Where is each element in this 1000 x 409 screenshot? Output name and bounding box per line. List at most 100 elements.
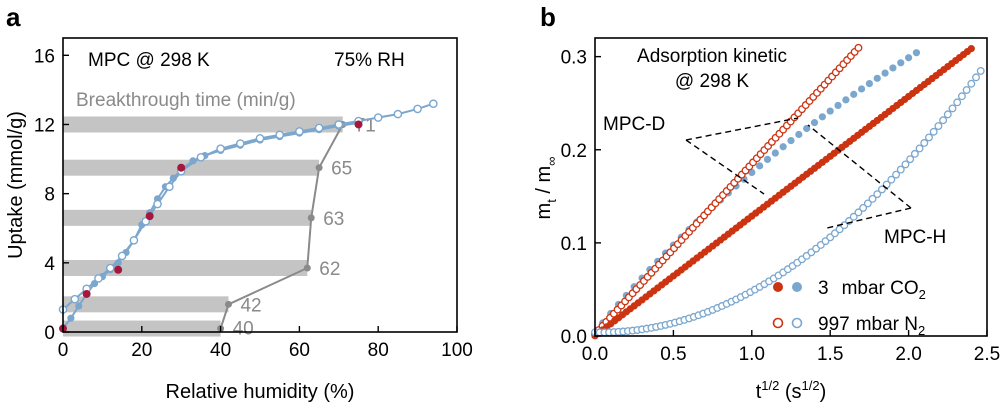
panel-b-title-line2: @ 298 K — [675, 71, 750, 92]
series-mpc-h-n2 — [591, 66, 985, 337]
breakthrough-bar — [63, 209, 312, 226]
kinetic-point — [834, 101, 842, 110]
breakthrough-bar — [63, 260, 308, 277]
desorption-point — [295, 127, 304, 136]
kinetic-point — [849, 212, 858, 221]
y-tick-label-b: 0.2 — [561, 141, 587, 162]
panel-a-condition: 75% RH — [334, 50, 405, 71]
kinetic-point — [779, 143, 787, 151]
kinetic-point — [962, 86, 971, 94]
x-tick-label-a: 20 — [131, 340, 152, 361]
kinetic-point — [756, 162, 764, 170]
desorption-point — [153, 199, 162, 209]
kinetic-point — [873, 190, 882, 199]
x-tick-label-a: 40 — [210, 340, 231, 361]
kinetic-point — [953, 98, 962, 107]
kinetic-point — [910, 149, 919, 158]
desorption-point — [117, 251, 127, 261]
desorption-point — [373, 113, 383, 122]
kinetic-point — [972, 73, 980, 82]
legend-marker-blue-filled — [792, 282, 802, 292]
x-axis-label-a: Relative humidity (%) — [166, 381, 355, 403]
pointer-h-upper — [807, 124, 912, 209]
breakthrough-bar — [63, 116, 343, 133]
breakthrough-bars — [63, 116, 343, 337]
highlight-point — [145, 212, 154, 221]
kinetic-point — [939, 116, 948, 125]
xlabel-b-base: t — [756, 381, 762, 403]
highlight-point — [82, 289, 91, 298]
x-tick-label-b: 1.0 — [739, 344, 765, 365]
kinetic-point — [912, 49, 921, 57]
y-tick-label-a: 12 — [34, 115, 55, 136]
annotation-mpc-d: MPC-D — [603, 114, 665, 135]
xlabel-b-mid: (s — [779, 381, 801, 403]
x-tick-label-a: 80 — [368, 340, 389, 361]
kinetic-point — [901, 160, 910, 169]
desorption-point — [413, 104, 422, 114]
kinetic-point — [873, 74, 881, 82]
y-tick-label-b: 0.3 — [561, 48, 587, 69]
breakthrough-value-label: 40 — [233, 319, 254, 340]
breakthrough-bar — [63, 159, 320, 176]
isotherm-series — [58, 99, 438, 333]
breakthrough-value-label: 62 — [319, 259, 340, 280]
kinetic-point — [897, 59, 905, 67]
legend-marker-red-open — [772, 317, 784, 329]
desorption-point — [129, 236, 139, 245]
annotation-mpc-h: MPC-H — [884, 227, 946, 248]
adsorption-point — [75, 302, 83, 310]
x-tick-label-b: 2.5 — [974, 344, 1000, 365]
y-axis-label-b: mt / m∞ — [533, 157, 559, 220]
kinetic-point — [863, 199, 872, 208]
kinetic-point — [826, 107, 834, 115]
desorption-line — [62, 102, 434, 311]
xlabel-b-sup2: 1/2 — [802, 378, 820, 393]
desorption-point — [235, 139, 245, 148]
kinetic-point — [948, 104, 957, 113]
highlight-point — [354, 120, 363, 129]
highlight-point — [114, 265, 123, 274]
x-tick-label-b: 1.5 — [817, 344, 843, 365]
kinetic-point — [925, 133, 933, 142]
annotation-pointers — [685, 117, 912, 229]
kinetic-series — [591, 43, 985, 340]
kinetic-point — [881, 69, 889, 77]
ylabel-b-t: t — [544, 199, 559, 203]
kinetic-point — [957, 92, 966, 101]
y-tick-label-a: 4 — [44, 254, 55, 275]
legend-marker-blue-open — [791, 317, 803, 329]
axes-a: 0 20 40 60 80 100 0 4 8 12 16 — [34, 46, 473, 361]
y-axis-label-a: Uptake (mmol/g) — [5, 111, 27, 259]
panel-b-title-line1: Adsorption kinetic — [637, 46, 787, 67]
adsorption-point — [67, 314, 75, 322]
axes-b: 0.0 0.5 1.0 1.5 2.0 2.5 0.0 0.1 0.2 0.3 — [561, 48, 1000, 365]
kinetic-point — [887, 175, 896, 184]
panel-a-title: MPC @ 298 K — [88, 50, 210, 71]
desorption-point — [70, 294, 80, 304]
pointer-h-lower — [826, 207, 912, 229]
legend-n2-unit: mbar N — [856, 314, 918, 335]
kinetic-point — [859, 203, 868, 212]
breakthrough-polyline — [219, 123, 344, 329]
kinetic-point — [920, 139, 929, 147]
desorption-point — [141, 217, 151, 226]
x-tick-label-a: 60 — [289, 340, 310, 361]
kinetic-point — [967, 45, 975, 53]
pointer-d-lower — [685, 139, 765, 195]
kinetic-point — [854, 43, 863, 52]
breakthrough-point — [307, 214, 315, 222]
y-tick-label-a: 16 — [34, 46, 55, 67]
breakthrough-point — [315, 164, 323, 172]
legend-marker-red-filled — [773, 282, 783, 292]
kinetic-point — [842, 96, 850, 104]
series-mpc-h-co2 — [591, 45, 975, 340]
y-tick-label-b: 0.1 — [561, 234, 587, 255]
kinetic-point — [889, 64, 897, 72]
kinetic-point — [896, 165, 905, 174]
panel-a-label: a — [6, 2, 21, 32]
x-tick-label-a: 100 — [441, 340, 473, 361]
pointer-d-upper — [685, 117, 799, 141]
adsorption-point — [169, 174, 177, 182]
